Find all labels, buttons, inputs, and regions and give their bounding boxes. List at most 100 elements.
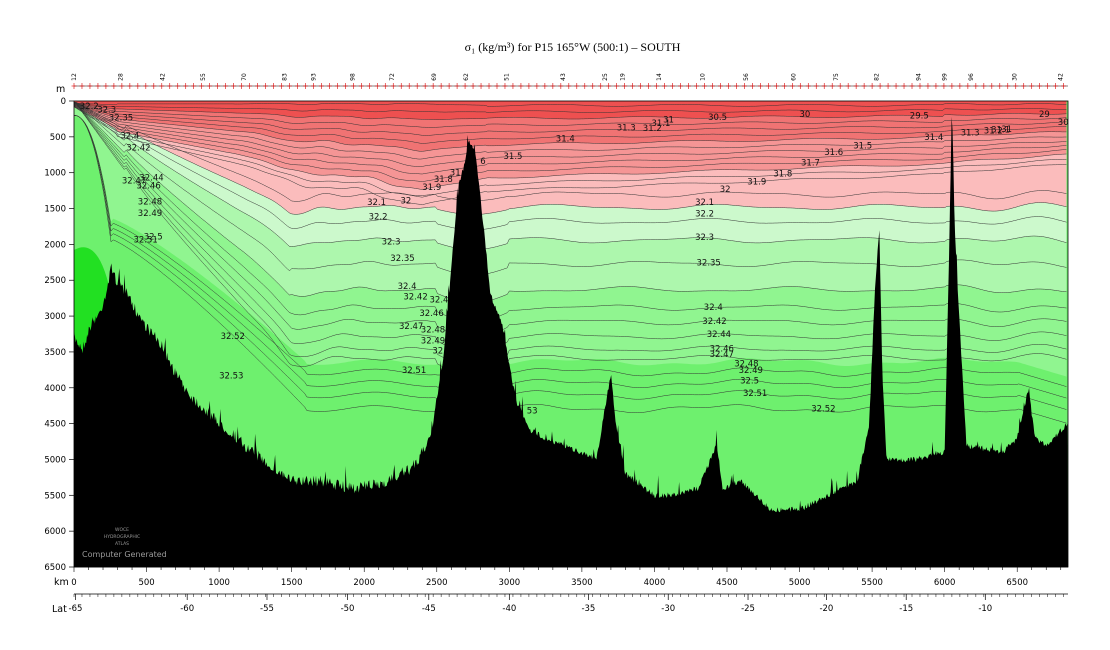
contour-line [74,102,1067,303]
latitude-tick-label: -60 [180,604,194,614]
distance-axis: 0 500 1000 1500 2000 2500 3000 3500 4000 4500 5000… [71,566,1068,588]
contour-line [74,105,1067,182]
contour-label: 31.4 [924,133,943,143]
contour-label: 31.1 [652,119,671,129]
contour-label: 31.8 [434,175,453,185]
contour-label: 32.51 [743,389,767,399]
contour-line [74,102,1067,367]
distance-tick-label: 0 [71,578,76,588]
station-number: 56 [743,73,750,81]
contour-label: 31.7 [450,169,469,179]
contour-label: 32.49 [739,366,763,376]
latitude-tick-label: -65 [69,604,83,614]
contour-label: 31.8 [773,169,792,179]
station-number: 10 [699,73,706,81]
contour-label: 32.42 [403,293,427,303]
distance-tick-label: 2500 [426,578,448,588]
contour-label: 31.4 [556,134,575,144]
contour-label: 31.3 [961,129,980,139]
contour-label: 32.51 [134,235,158,245]
contour-label: 29.5 [910,111,929,121]
contour-label: 31.5 [504,152,523,162]
contour-line [74,115,1067,410]
contour-label: 32.5 [144,233,163,243]
contour-label: 32.1 [367,198,386,208]
contour-line [74,103,1067,120]
seafloor [74,116,1068,567]
contour-line [74,104,1067,144]
latitude-tick-label: -40 [502,604,516,614]
contour-line [74,105,1067,175]
contour-label: 32.3 [695,233,714,243]
station-number: 55 [200,73,207,81]
contour-line [74,105,1067,167]
station-number: 62 [463,73,470,81]
depth-tick-label: 3000 [44,312,66,322]
station-number: 43 [560,73,567,81]
contour-line [74,102,1067,251]
distance-tick-label: 2000 [353,578,375,588]
contour-label: 32.4 [398,282,417,292]
station-number: 12 [71,73,78,81]
distance-tick-label: 3000 [499,578,521,588]
contour-line [74,106,1067,206]
station-number: 28 [117,73,124,81]
contour-labels: 32.232.332.3532.432.4232.4432.4732.4632.… [80,102,1077,417]
contour-line [74,102,1067,323]
distance-tick-label: 3500 [571,578,593,588]
depth-tick-label: 6000 [44,527,66,537]
contour-label: 32.47 [710,350,734,360]
latitude-axis: -65 -60 -55 -50 -45 -40 -35 -30 -25 -20 -15 -10 [69,593,1068,614]
contour-label: 32.49 [138,209,162,219]
latitude-tick-label: -10 [978,604,992,614]
contour-line [74,115,1067,399]
depth-axis: 0 500 1000 1500 2000 2500 3000 3500 4000 4500 5000… [44,97,74,573]
contour-line [74,102,1067,338]
logo-line-3: ATLAS [115,541,129,547]
contour-label: 32.51 [402,366,426,376]
contour-label: 32.48 [734,359,758,369]
contour-line [74,103,1067,113]
chart-title: σ₁ (kg/m³) for P15 165°W (500:1) – SOUTH [464,40,681,54]
distance-tick-label: 5500 [861,578,883,588]
station-number: 72 [389,73,396,81]
station-number: 75 [833,73,840,81]
depth-tick-label: 1500 [44,205,66,215]
contour-label: 32.2 [80,102,99,112]
contour-label: 30 [800,110,811,120]
depth-tick-label: 2500 [44,276,66,286]
contour-line [74,104,1067,152]
contour-line [74,106,1067,190]
contour-label: 32.44 [430,296,454,306]
contour-line [74,102,1067,353]
station-number: 25 [602,73,609,81]
station-ticks: 12 28 42 55 70 83 93 98 72 69 62 51 43 25 19 14 10 56 60 75… [71,73,1068,89]
contour-label: 31.2 [984,126,1003,136]
isopycnal-contour-lines [74,102,1067,424]
contour-label: 32.52 [221,332,245,342]
latitude-tick-label: -45 [422,604,436,614]
contour-line [74,103,1067,128]
contour-label: 32.52 [811,405,835,415]
depth-tick-label: 0 [61,97,66,107]
distance-tick-label: 1000 [208,578,230,588]
depth-tick-label: 4500 [44,420,66,430]
contour-label: 32.47 [122,177,146,187]
station-number: 51 [503,73,510,81]
computer-generated-credit: Computer Generated [82,550,167,559]
distance-tick-label: 500 [138,578,154,588]
station-number: 69 [431,73,438,81]
station-number: 96 [968,73,975,81]
contour-label: 6 [480,157,485,167]
contour-label: 32.46 [710,344,734,354]
latitude-tick-label: -30 [661,604,675,614]
contour-label: 32.2 [369,212,388,222]
station-number: 99 [942,73,949,81]
latitude-tick-label: -25 [741,604,755,614]
contour-label: 31.5 [853,141,872,151]
contour-label: 30.5 [1058,118,1077,128]
contour-label: 32.48 [421,326,445,336]
station-number: 93 [310,73,317,81]
distance-tick-label: 6500 [1006,578,1028,588]
